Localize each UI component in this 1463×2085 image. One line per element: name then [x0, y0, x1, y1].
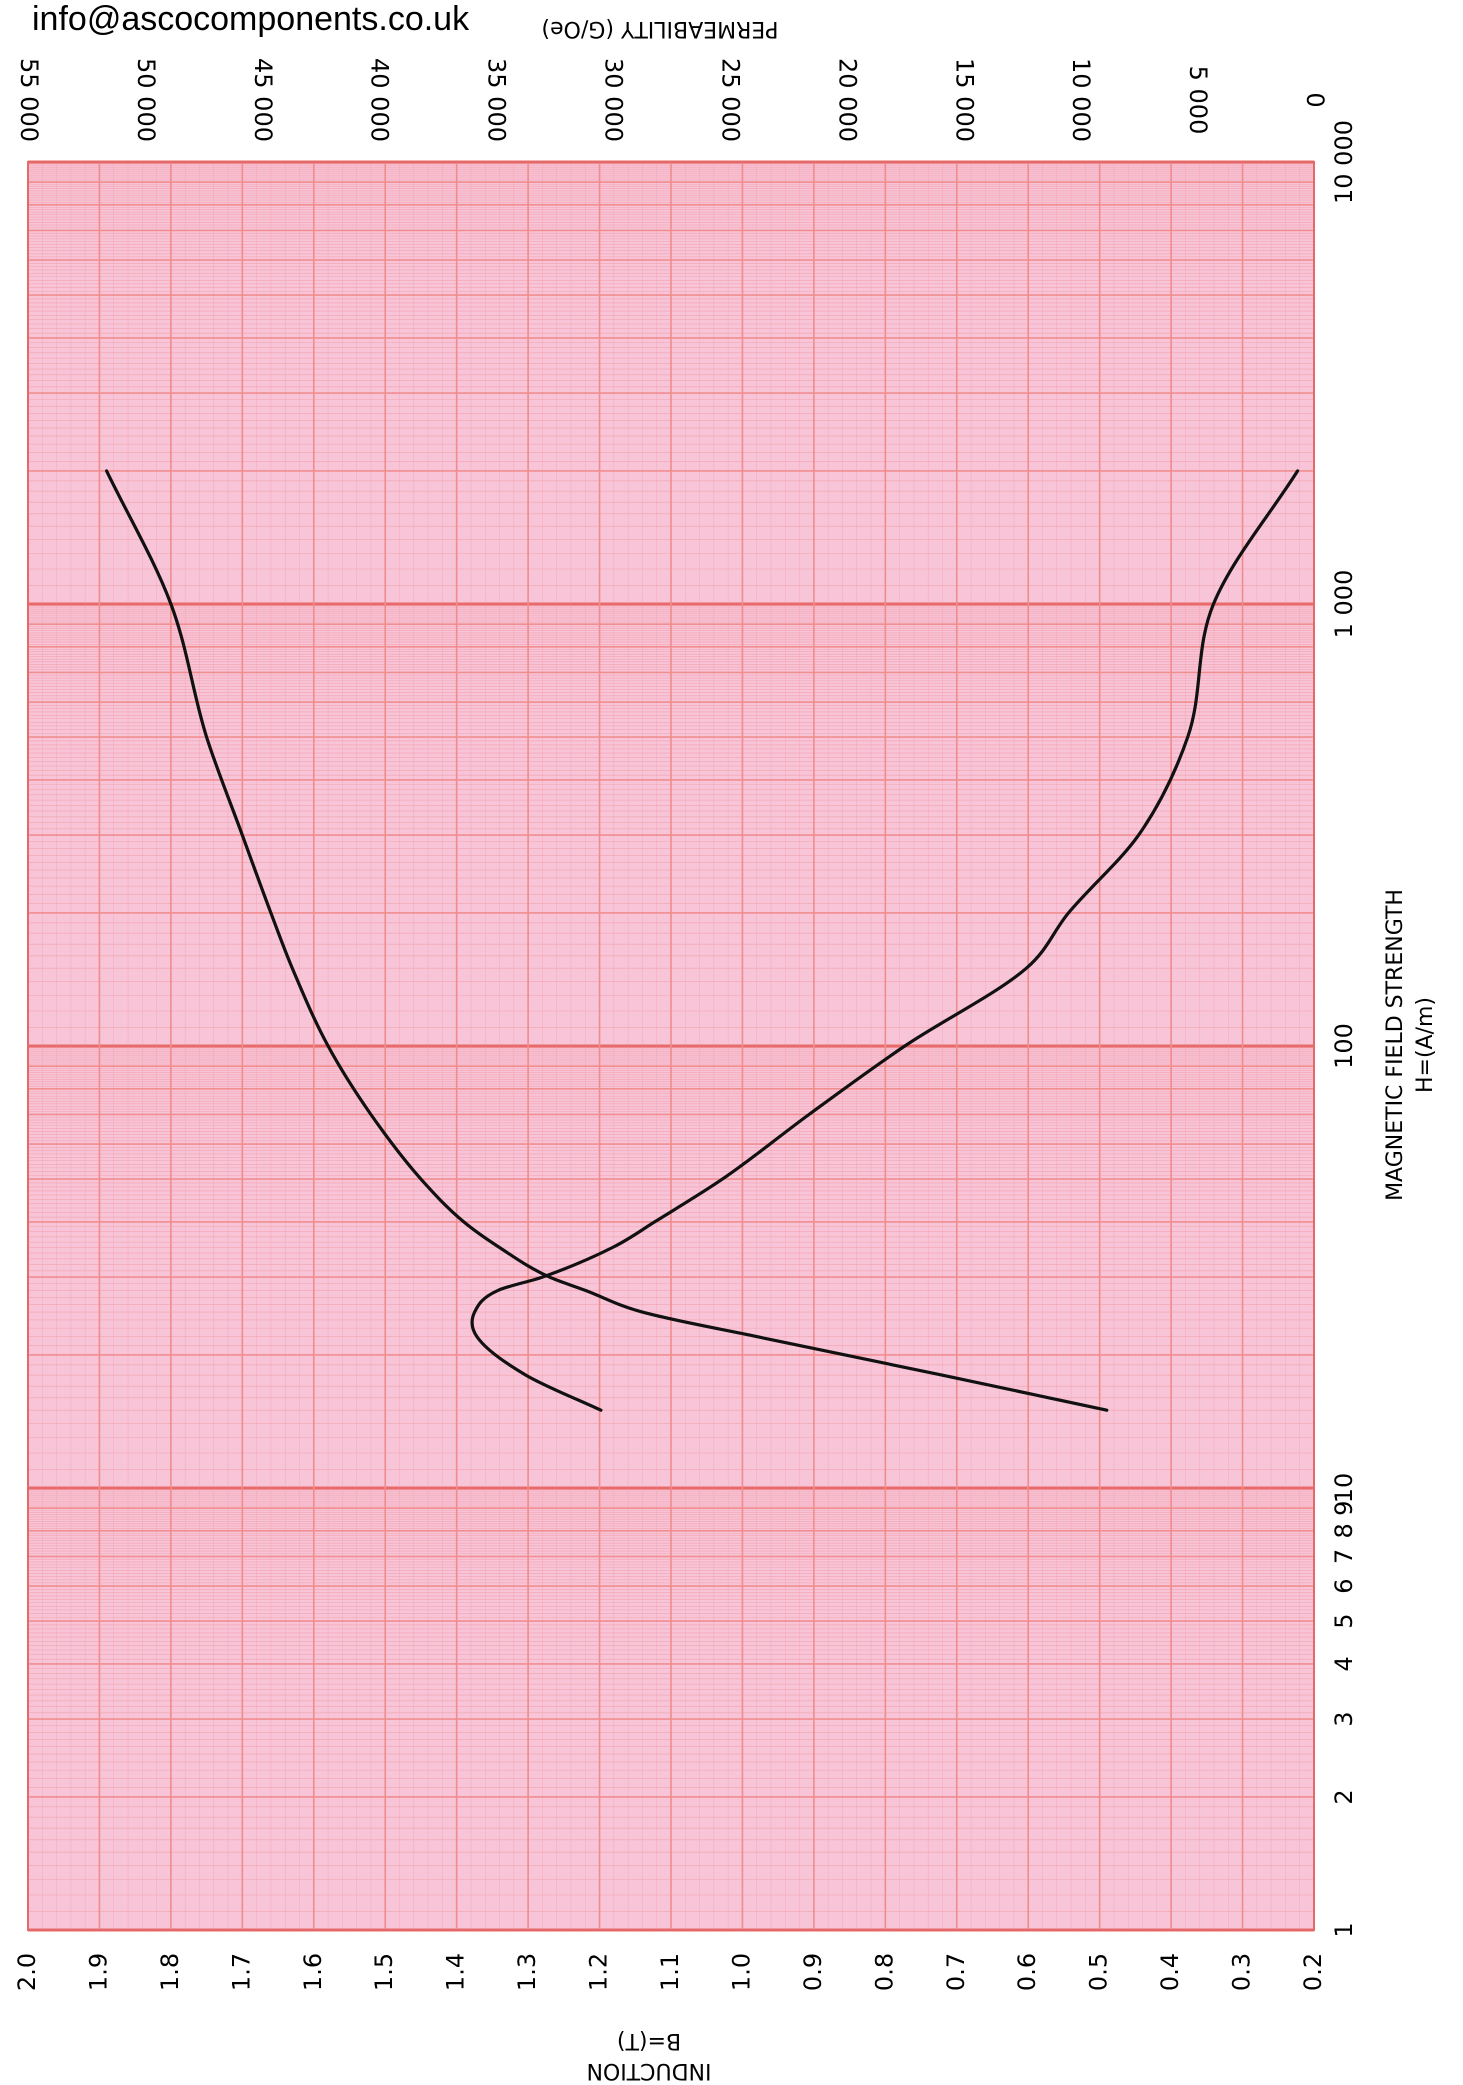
h-tick-label: 2	[1330, 1789, 1358, 1804]
induction-curve	[105, 469, 1109, 1412]
induction-tick-label: 0.7	[942, 1953, 970, 1991]
permeability-tick-label: 35 000	[483, 58, 511, 142]
h-tick-label: 100	[1330, 1023, 1358, 1069]
induction-axis-label: INDUCTION	[586, 2058, 711, 2083]
permeability-axis-label: PERMEABILITY (G/Oe)	[541, 16, 778, 41]
permeability-tick-label: 10 000	[1067, 58, 1095, 142]
plot-frame	[27, 161, 1315, 1931]
permeability-tick-label: 20 000	[833, 58, 861, 142]
permeability-tick-label: 55 000	[15, 58, 43, 142]
induction-tick-label: 0.3	[1228, 1953, 1256, 1991]
h-axis-label: MAGNETIC FIELD STRENGTH	[1383, 889, 1408, 1201]
h-tick-label: 4	[1330, 1656, 1358, 1671]
contact-email: info@ascocomponents.co.uk	[32, 0, 470, 38]
induction-tick-label: 0.6	[1013, 1953, 1041, 1991]
h-tick-label: 5	[1330, 1613, 1358, 1628]
h-unit-label: H=(A/m)	[1413, 997, 1438, 1093]
h-tick-label: 10 000	[1330, 120, 1358, 204]
induction-tick-label: 1.2	[585, 1953, 613, 1991]
h-tick-label: 3	[1330, 1711, 1358, 1726]
permeability-tick-label: 40 000	[366, 58, 394, 142]
permeability-tick-label: 5 000	[1184, 66, 1212, 135]
induction-tick-label: 0.5	[1085, 1953, 1113, 1991]
h-tick-label: 9	[1330, 1501, 1358, 1516]
induction-tick-label: 1.4	[442, 1953, 470, 1991]
h-tick-label: 6	[1330, 1578, 1358, 1593]
induction-tick-label: 1.0	[727, 1953, 755, 1991]
induction-tick-label: 1.9	[84, 1953, 112, 1991]
induction-tick-label: 1.1	[656, 1953, 684, 1991]
induction-tick-label: 1.3	[513, 1953, 541, 1991]
induction-unit-label: B=(T)	[617, 2028, 681, 2053]
permeability-curve	[470, 469, 1300, 1412]
h-tick-label: 8	[1330, 1523, 1358, 1538]
induction-tick-label: 0.9	[799, 1953, 827, 1991]
induction-tick-label: 0.2	[1299, 1953, 1327, 1991]
induction-tick-label: 1.7	[227, 1953, 255, 1991]
h-tick-label: 10	[1330, 1473, 1358, 1504]
induction-tick-label: 2.0	[13, 1953, 41, 1991]
permeability-tick-label: 45 000	[249, 58, 277, 142]
permeability-tick-label: 15 000	[950, 58, 978, 142]
induction-tick-label: 1.6	[299, 1953, 327, 1991]
permeability-tick-label: 50 000	[132, 58, 160, 142]
induction-tick-label: 0.4	[1156, 1953, 1184, 1991]
h-tick-label: 1	[1330, 1922, 1358, 1937]
induction-tick-label: 0.8	[870, 1953, 898, 1991]
permeability-tick-label: 0	[1301, 92, 1329, 107]
h-tick-label: 1 000	[1330, 570, 1358, 639]
permeability-tick-label: 25 000	[716, 58, 744, 142]
h-tick-label: 7	[1330, 1549, 1358, 1564]
induction-tick-label: 1.8	[156, 1953, 184, 1991]
permeability-tick-label: 30 000	[600, 58, 628, 142]
induction-tick-label: 1.5	[370, 1953, 398, 1991]
